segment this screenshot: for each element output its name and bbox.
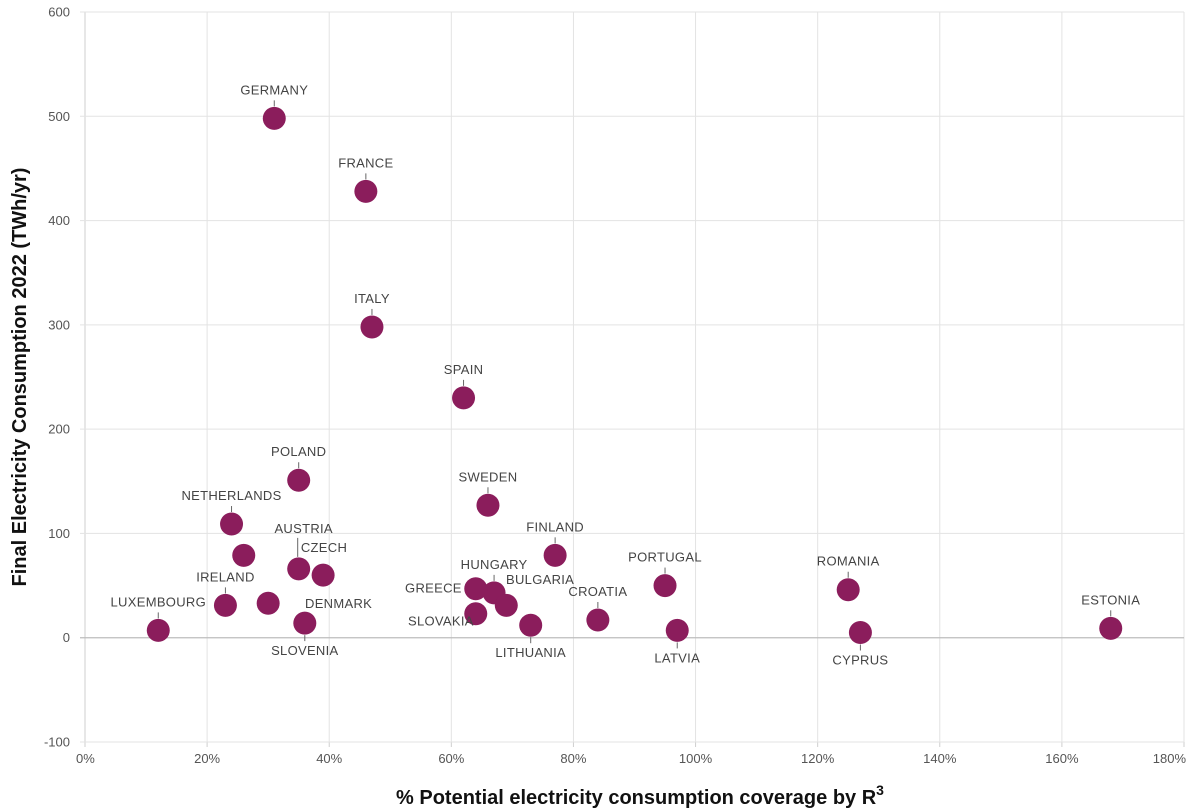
y-tick-label: 200	[48, 422, 70, 437]
x-tick-label: 0%	[76, 751, 95, 766]
point-lithuania	[519, 613, 543, 637]
label-leaders	[157, 100, 1112, 651]
point-romania	[836, 578, 860, 602]
point-label-greece: GREECE	[405, 581, 462, 596]
point-label-estonia: ESTONIA	[1081, 592, 1140, 607]
point-croatia	[586, 608, 610, 632]
y-tick-label: 500	[48, 109, 70, 124]
point-slovakia	[464, 602, 488, 626]
point-label-poland: POLAND	[271, 444, 326, 459]
x-tick-label: 180%	[1153, 751, 1187, 766]
point-austria	[287, 557, 311, 581]
x-axis-title-superscript: 3	[876, 782, 884, 798]
point-label-france: FRANCE	[338, 155, 393, 170]
point-denmark	[256, 591, 280, 615]
y-axis-ticks: -100 0 100 200 300 400 500 600	[44, 5, 70, 750]
point-poland	[287, 468, 311, 492]
x-axis-title: % Potential electricity consumption cove…	[396, 782, 884, 809]
point-latvia	[665, 618, 689, 642]
x-tick-label: 120%	[801, 751, 835, 766]
point-label-lithuania: LITHUANIA	[495, 645, 566, 660]
point-labels: GERMANY FRANCE ITALY SPAIN POLAND SWEDEN NETHE…	[111, 82, 1140, 668]
point-sweden	[476, 493, 500, 517]
point-unlabeled	[232, 543, 256, 567]
x-tick-label: 160%	[1045, 751, 1079, 766]
point-estonia	[1099, 616, 1123, 640]
y-tick-label: 100	[48, 526, 70, 541]
point-france	[354, 179, 378, 203]
point-label-luxembourg: LUXEMBOURG	[111, 594, 206, 609]
point-germany	[262, 106, 286, 130]
x-axis-title-text: % Potential electricity consumption cove…	[396, 787, 877, 809]
point-finland	[543, 543, 567, 567]
point-label-italy: ITALY	[354, 291, 390, 306]
data-points	[146, 106, 1123, 644]
point-label-germany: GERMANY	[240, 82, 308, 97]
x-tick-label: 20%	[194, 751, 220, 766]
point-cyprus	[848, 621, 872, 644]
point-label-portugal: PORTUGAL	[628, 550, 702, 565]
point-label-finland: FINLAND	[526, 519, 584, 534]
x-tick-label: 100%	[679, 751, 713, 766]
point-label-cyprus: CYPRUS	[832, 653, 888, 668]
y-tick-label: 600	[48, 5, 70, 20]
point-luxembourg	[146, 618, 170, 642]
point-label-romania: ROMANIA	[817, 554, 880, 569]
point-italy	[360, 315, 384, 339]
point-greece	[464, 577, 488, 601]
point-label-austria: AUSTRIA	[274, 521, 332, 536]
point-label-latvia: LATVIA	[654, 650, 700, 665]
point-czech	[311, 563, 335, 587]
y-tick-label: 400	[48, 213, 70, 228]
y-tick-label: -100	[44, 735, 70, 750]
point-label-sweden: SWEDEN	[459, 469, 518, 484]
point-ireland	[213, 593, 237, 617]
point-portugal	[653, 574, 677, 598]
point-label-netherlands: NETHERLANDS	[181, 488, 281, 503]
point-spain	[452, 386, 476, 410]
point-label-spain: SPAIN	[444, 362, 484, 377]
y-axis-title: Final Electricity Consumption 2022 (TWh/…	[9, 168, 31, 587]
y-tick-label: 300	[48, 317, 70, 332]
x-tick-label: 40%	[316, 751, 342, 766]
x-tick-label: 140%	[923, 751, 957, 766]
grid-lines	[80, 11, 1185, 747]
y-tick-label: 0	[63, 630, 70, 645]
point-label-slovakia: SLOVAKIA	[408, 614, 474, 629]
point-label-czech: CZECH	[301, 540, 347, 555]
point-label-bulgaria: BULGARIA	[506, 572, 574, 587]
point-label-hungary: HUNGARY	[461, 557, 528, 572]
x-tick-label: 60%	[438, 751, 464, 766]
point-netherlands	[220, 512, 244, 536]
point-label-slovenia: SLOVENIA	[271, 643, 338, 658]
point-label-croatia: CROATIA	[568, 584, 627, 599]
x-axis-ticks: 0% 20% 40% 60% 80% 100% 120% 140% 160% 180%	[76, 751, 1186, 766]
point-bulgaria	[494, 593, 518, 617]
point-label-denmark: DENMARK	[305, 596, 372, 611]
point-slovenia	[293, 611, 317, 635]
point-label-ireland: IRELAND	[196, 569, 254, 584]
x-tick-label: 80%	[560, 751, 586, 766]
